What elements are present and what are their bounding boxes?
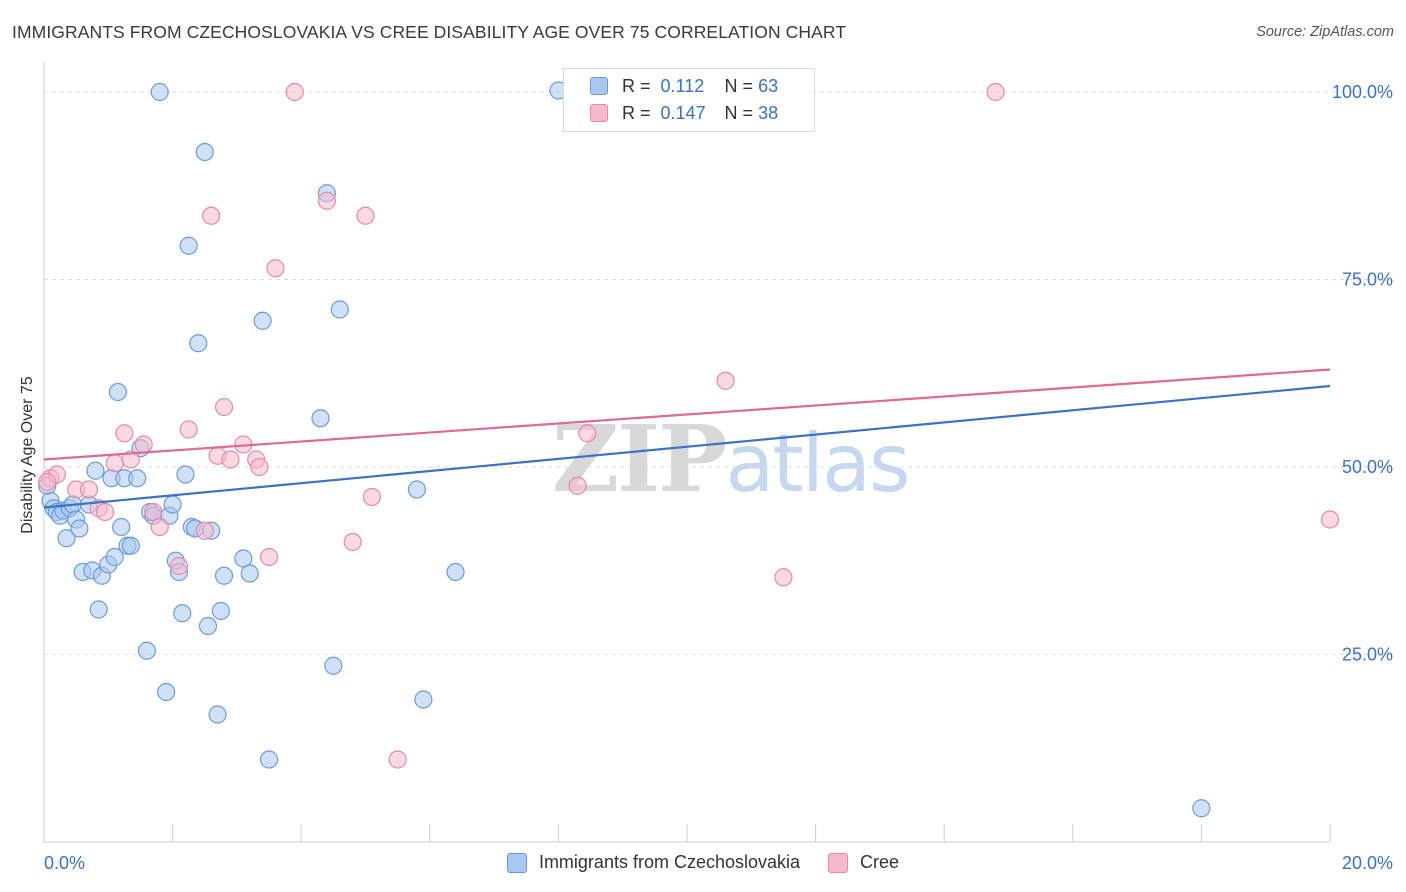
- data-point-cree: [250, 457, 269, 477]
- watermark-atlas: atlas: [725, 417, 910, 510]
- n-value: 38: [758, 102, 779, 123]
- pink-swatch: [590, 104, 608, 122]
- data-point-czechoslovakia: [234, 549, 253, 568]
- data-point-cree: [144, 502, 163, 522]
- zipatlas-watermark: ZIPatlas: [552, 405, 911, 513]
- r-value: 0.147: [660, 102, 706, 123]
- data-point-czechoslovakia: [208, 705, 227, 724]
- series-legend: Immigrants from Czechoslovakia Cree: [0, 852, 1406, 873]
- data-point-czechoslovakia: [173, 604, 192, 623]
- data-point-czechoslovakia: [163, 495, 182, 514]
- data-point-czechoslovakia: [195, 142, 214, 162]
- x-tick-label: 0.0%: [44, 853, 85, 873]
- chart-title: IMMIGRANTS FROM CZECHOSLOVAKIA VS CREE D…: [12, 22, 847, 42]
- data-point-cree: [986, 82, 1005, 102]
- data-point-cree: [121, 450, 140, 469]
- data-point-czechoslovakia: [108, 382, 128, 402]
- data-point-czechoslovakia: [70, 519, 89, 538]
- legend-swatch-pink: [828, 852, 849, 873]
- data-point-cree: [568, 476, 587, 495]
- y-tick-label: 100.0%: [1332, 82, 1393, 102]
- data-point-czechoslovakia: [446, 562, 465, 582]
- y-tick-label: 75.0%: [1342, 270, 1393, 290]
- n-label: N =: [724, 75, 754, 96]
- legend-label: Cree: [860, 852, 900, 872]
- data-point-cree: [214, 397, 234, 417]
- data-point-cree: [285, 82, 304, 102]
- legend-item-cree[interactable]: Cree: [828, 852, 899, 873]
- source-label: Source: ZipAtlas.com: [1256, 24, 1394, 40]
- data-point-cree: [356, 206, 375, 225]
- legend-swatch-blue: [506, 852, 527, 873]
- data-point-cree: [79, 480, 99, 499]
- data-point-czechoslovakia: [176, 465, 195, 484]
- stats-row-czechoslovakia: R = 0.112 N = 63: [564, 73, 778, 99]
- data-point-cree: [317, 191, 337, 210]
- data-point-cree: [1320, 510, 1340, 529]
- data-point-cree: [221, 450, 240, 469]
- data-point-cree: [388, 750, 407, 769]
- data-point-czechoslovakia: [324, 656, 343, 675]
- data-point-cree: [343, 532, 362, 552]
- data-point-cree: [115, 424, 134, 443]
- y-tick-label: 50.0%: [1342, 457, 1393, 477]
- data-point-cree: [38, 472, 57, 492]
- data-point-czechoslovakia: [253, 311, 272, 330]
- data-point-cree: [134, 435, 153, 454]
- data-point-cree: [578, 424, 597, 443]
- data-point-czechoslovakia: [240, 564, 259, 583]
- data-point-cree: [716, 371, 735, 390]
- data-point-czechoslovakia: [105, 547, 124, 567]
- data-point-cree: [179, 420, 198, 439]
- data-point-czechoslovakia: [57, 529, 76, 548]
- data-point-czechoslovakia: [414, 690, 433, 709]
- data-point-czechoslovakia: [157, 682, 176, 702]
- data-point-cree: [362, 487, 382, 507]
- data-point-czechoslovakia: [189, 334, 208, 353]
- data-point-cree: [266, 259, 285, 278]
- stats-row-cree: R = 0.147 N = 38: [564, 100, 778, 126]
- data-point-czechoslovakia: [121, 536, 140, 555]
- data-point-czechoslovakia: [1192, 799, 1211, 818]
- trend-line-czechoslovakia: [43, 384, 1331, 509]
- data-point-czechoslovakia: [198, 616, 218, 636]
- x-tick-label: 20.0%: [1342, 853, 1393, 873]
- blue-swatch: [590, 77, 608, 95]
- data-point-czechoslovakia: [128, 469, 147, 488]
- data-point-czechoslovakia: [259, 750, 279, 769]
- data-point-czechoslovakia: [311, 409, 330, 428]
- n-label: N =: [724, 102, 754, 123]
- data-point-czechoslovakia: [150, 82, 169, 102]
- data-point-czechoslovakia: [211, 601, 230, 621]
- data-point-cree: [195, 521, 214, 540]
- data-point-czechoslovakia: [137, 641, 156, 660]
- legend-item-czechoslovakia[interactable]: Immigrants from Czechoslovakia: [506, 852, 801, 873]
- data-point-czechoslovakia: [407, 480, 427, 499]
- data-point-czechoslovakia: [330, 300, 349, 319]
- n-value: 63: [758, 75, 779, 96]
- r-label: R =: [622, 75, 651, 96]
- data-point-cree: [774, 568, 793, 587]
- r-label: R =: [622, 102, 651, 123]
- data-point-czechoslovakia: [86, 461, 105, 480]
- data-point-cree: [150, 517, 169, 537]
- data-point-czechoslovakia: [179, 236, 198, 255]
- legend-label: Immigrants from Czechoslovakia: [538, 852, 801, 872]
- data-point-cree: [105, 454, 124, 473]
- data-point-cree: [202, 206, 221, 225]
- data-point-cree: [169, 556, 189, 576]
- data-point-cree: [259, 547, 279, 567]
- y-tick-label: 25.0%: [1342, 645, 1393, 665]
- data-point-cree: [95, 502, 115, 522]
- r-value: 0.112: [660, 75, 705, 96]
- stats-legend: R = 0.112 N = 63 R = 0.147 N = 38: [563, 68, 815, 132]
- trend-line-cree: [43, 368, 1331, 461]
- data-point-czechoslovakia: [89, 600, 108, 619]
- data-point-czechoslovakia: [112, 517, 131, 537]
- data-point-czechoslovakia: [214, 566, 234, 585]
